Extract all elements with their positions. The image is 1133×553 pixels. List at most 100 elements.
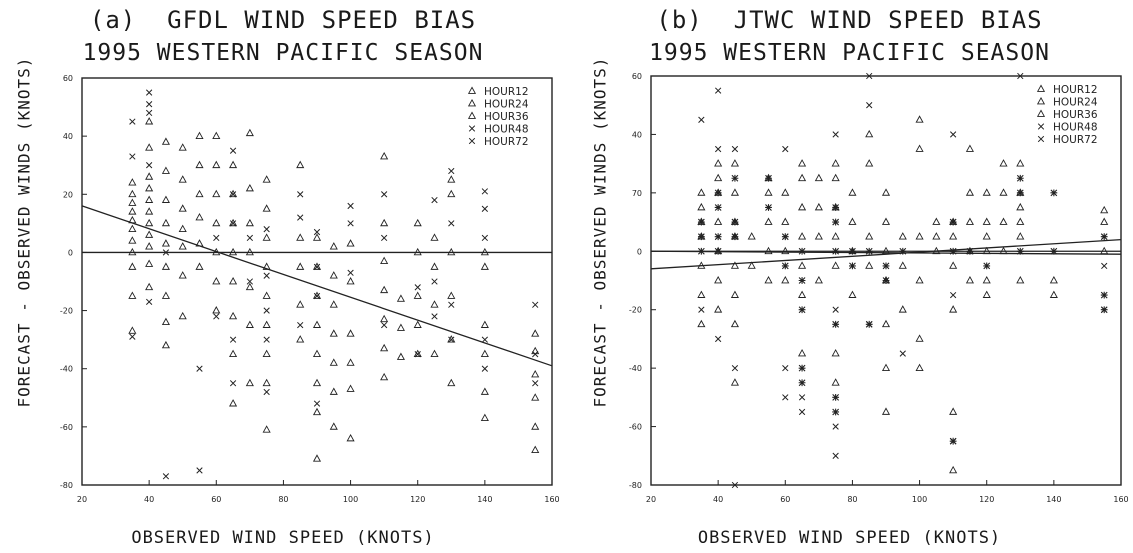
data-point-triangle xyxy=(1016,232,1025,240)
data-point-triangle xyxy=(161,137,170,145)
data-point-triangle xyxy=(730,188,739,196)
data-point-triangle xyxy=(480,413,489,421)
data-point-triangle xyxy=(430,262,439,270)
data-point-cross xyxy=(380,191,388,198)
x-tick-label: 120 xyxy=(979,495,994,504)
data-point-star xyxy=(765,174,772,182)
data-point-triangle xyxy=(262,378,271,387)
data-point-cross xyxy=(380,234,388,242)
data-point-triangle xyxy=(128,326,137,334)
data-point-triangle xyxy=(212,218,221,227)
x-tick-label: 60 xyxy=(780,495,790,504)
x-tick-label: 20 xyxy=(77,495,87,504)
data-point-star xyxy=(832,218,840,226)
data-point-triangle xyxy=(447,189,456,198)
data-point-triangle xyxy=(296,262,305,270)
data-point-triangle xyxy=(346,358,355,366)
data-point-triangle xyxy=(296,335,305,343)
data-point-triangle xyxy=(999,246,1008,255)
y-tick-label: -80 xyxy=(629,481,642,490)
data-point-triangle xyxy=(413,247,422,256)
data-point-triangle xyxy=(262,291,271,299)
data-point-triangle xyxy=(531,329,540,337)
data-point-cross xyxy=(246,234,254,242)
data-point-triangle xyxy=(245,282,254,291)
data-point-star xyxy=(832,320,840,328)
data-point-cross xyxy=(899,350,906,357)
data-point-triangle xyxy=(1016,275,1025,284)
data-point-triangle xyxy=(329,387,338,395)
data-point-triangle xyxy=(480,247,489,256)
data-point-triangle xyxy=(531,445,540,453)
data-point-triangle xyxy=(531,393,540,401)
data-point-cross xyxy=(196,467,203,474)
data-point-cross xyxy=(229,191,237,198)
data-point-triangle xyxy=(128,262,137,270)
data-point-star xyxy=(1100,306,1108,314)
data-point-triangle xyxy=(178,204,187,212)
data-point-triangle xyxy=(329,242,338,250)
data-point-triangle xyxy=(848,188,857,196)
data-point-triangle xyxy=(447,175,456,183)
data-point-star xyxy=(798,306,806,314)
data-point-star xyxy=(1100,291,1108,299)
y-tick-label: 20 xyxy=(63,190,73,199)
data-point-triangle xyxy=(245,218,254,227)
data-point-star xyxy=(714,247,722,255)
y-tick-label: 0 xyxy=(68,248,73,257)
x-tick-label: 20 xyxy=(646,495,656,504)
data-point-triangle xyxy=(714,305,723,313)
data-point-triangle xyxy=(161,291,170,299)
data-point-triangle xyxy=(128,291,137,299)
chart-title: (a) GFDL WIND SPEED BIAS xyxy=(0,6,566,34)
data-point-triangle xyxy=(128,224,137,233)
data-point-triangle xyxy=(982,232,991,240)
data-point-cross xyxy=(380,321,388,329)
data-point-triangle xyxy=(949,305,958,313)
data-point-cross xyxy=(431,278,438,285)
data-point-cross xyxy=(698,306,705,313)
data-point-star xyxy=(832,408,840,416)
data-point-triangle xyxy=(195,189,204,198)
data-point-triangle xyxy=(178,143,187,151)
data-point-triangle xyxy=(145,259,154,267)
data-point-triangle xyxy=(145,207,154,215)
data-point-cross xyxy=(714,87,722,94)
data-point-triangle xyxy=(764,246,773,255)
data-point-triangle xyxy=(730,261,739,269)
y-tick-label: -60 xyxy=(629,423,642,432)
data-point-triangle xyxy=(915,115,924,123)
data-point-cross xyxy=(414,351,421,358)
data-point-star xyxy=(798,277,806,284)
data-point-star xyxy=(731,218,739,226)
x-tick-label: 40 xyxy=(713,495,723,504)
data-point-triangle xyxy=(798,290,807,298)
legend-entry: HOUR12 xyxy=(1053,84,1098,96)
legend-marker xyxy=(467,86,477,94)
data-point-cross xyxy=(448,220,455,227)
data-point-star xyxy=(849,247,856,255)
data-point-triangle xyxy=(178,224,187,233)
data-point-cross xyxy=(832,452,839,459)
data-point-star xyxy=(697,218,705,226)
x-axis-label: OBSERVED WIND SPEED (KNOTS) xyxy=(697,528,1002,548)
data-point-triangle xyxy=(949,261,958,269)
data-point-triangle xyxy=(982,217,991,225)
data-point-star xyxy=(882,277,890,284)
legend-entry: HOUR24 xyxy=(484,99,529,111)
data-point-triangle xyxy=(1016,217,1025,225)
data-point-triangle xyxy=(145,117,154,125)
data-point-star xyxy=(1100,233,1108,241)
data-point-cross xyxy=(949,131,957,138)
y-tick-label: 60 xyxy=(632,72,642,81)
data-point-triangle xyxy=(999,188,1008,196)
data-point-triangle xyxy=(296,160,305,169)
data-point-triangle xyxy=(380,218,389,227)
data-point-star xyxy=(1016,189,1024,197)
data-point-cross xyxy=(145,109,153,117)
data-point-star xyxy=(882,262,890,270)
data-point-triangle xyxy=(229,311,238,320)
data-point-triangle xyxy=(346,384,355,392)
data-point-triangle xyxy=(697,188,706,196)
data-point-star xyxy=(832,393,840,401)
